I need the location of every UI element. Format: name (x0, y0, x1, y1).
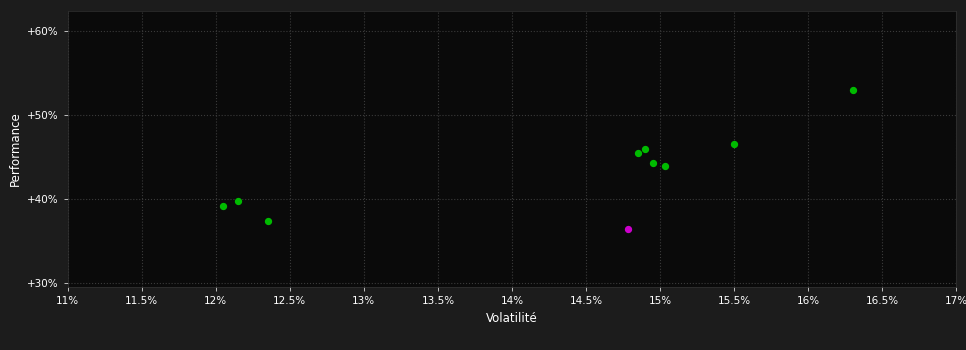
Point (215, 203, 231, 209)
Point (645, 160, 661, 166)
Point (230, 198, 245, 203)
Point (845, 87, 861, 93)
Y-axis label: Performance: Performance (9, 111, 21, 186)
X-axis label: Volatilité: Volatilité (486, 312, 538, 324)
Point (638, 146, 653, 152)
Point (620, 226, 636, 232)
Point (260, 218, 275, 224)
Point (630, 150, 645, 156)
Point (726, 141, 742, 147)
Point (657, 163, 672, 169)
